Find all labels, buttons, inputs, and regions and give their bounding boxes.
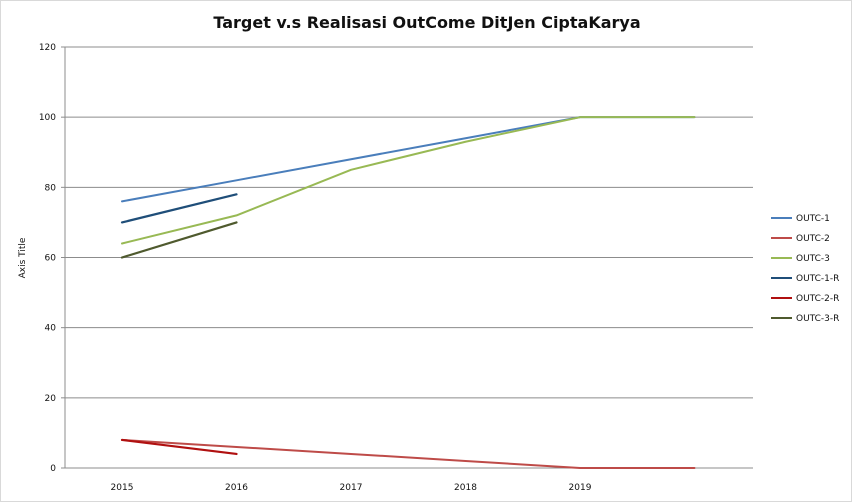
legend-label: OUTC-2-R [796,294,839,304]
y-tick-label: 120 [39,43,56,53]
x-tick-label: 2019 [569,483,592,493]
series-line-outc-3-r [120,221,238,259]
x-tick-label: 2016 [225,483,248,493]
y-tick-label: 100 [39,113,56,123]
legend: OUTC-1 OUTC-2 OUTC-3 OUTC-1-R OUTC-2-R OUTC-3… [771,214,839,324]
y-axis-title: Axis Title [18,237,28,278]
legend-label: OUTC-1 [796,214,830,224]
y-tick-label: 20 [45,394,57,404]
axes: 0 20 40 60 80 100 120 2015 2016 2017 2018 2019 [39,43,592,493]
legend-label: OUTC-3 [796,254,830,264]
chart-title: Target v.s Realisasi OutCome DitJen Cipt… [213,13,640,32]
y-tick-label: 60 [45,254,57,264]
series-lines [120,116,696,469]
x-tick-label: 2018 [454,483,477,493]
y-tick-label: 80 [45,183,57,193]
series-line-outc-2 [121,438,696,469]
legend-label: OUTC-1-R [796,274,839,284]
y-tick-label: 40 [45,324,57,334]
legend-label: OUTC-2 [796,234,830,244]
legend-label: OUTC-3-R [796,314,839,324]
series-line-outc-3 [121,116,696,245]
series-line-outc-1 [121,116,696,203]
y-tick-label: 0 [50,464,56,474]
x-tick-label: 2015 [111,483,134,493]
gridlines [65,46,753,469]
series-line-outc-2-r [120,438,238,456]
series-line-outc-1-r [120,193,238,224]
x-tick-label: 2017 [340,483,363,493]
